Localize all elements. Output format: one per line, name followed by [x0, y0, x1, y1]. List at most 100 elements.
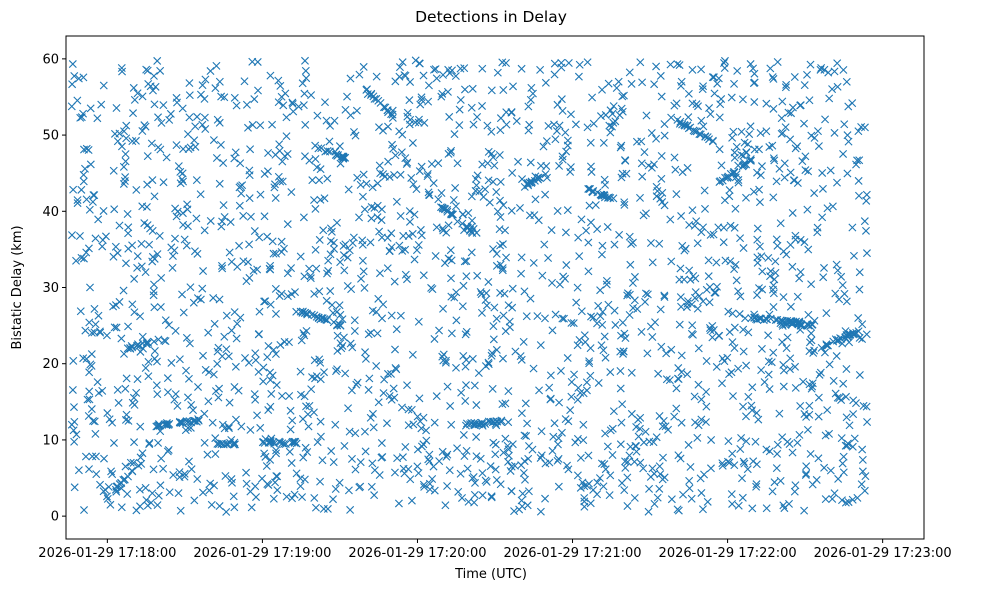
- detection-point: [675, 119, 684, 128]
- detection-point: [406, 475, 415, 484]
- detection-point: [73, 199, 82, 208]
- detection-point: [398, 58, 407, 67]
- detection-point: [324, 266, 333, 275]
- detection-point: [384, 157, 393, 166]
- detection-point: [646, 239, 655, 247]
- detection-point: [814, 393, 823, 402]
- detection-point: [340, 266, 349, 275]
- detection-point: [471, 174, 480, 183]
- detection-point: [770, 156, 779, 165]
- detection-point: [179, 220, 188, 229]
- detection-point: [458, 302, 467, 311]
- detection-point: [642, 111, 651, 120]
- detection-point: [531, 195, 540, 204]
- detection-point: [405, 207, 414, 216]
- detection-point: [593, 319, 602, 328]
- detection-point: [526, 95, 535, 104]
- detection-point: [616, 143, 625, 152]
- detection-point: [489, 335, 498, 344]
- detection-point: [588, 93, 597, 102]
- detection-point: [356, 458, 365, 467]
- detection-point: [756, 171, 765, 180]
- detection-point: [620, 200, 629, 209]
- detection-point: [207, 500, 216, 509]
- detection-point: [622, 169, 631, 178]
- detection-point: [834, 474, 843, 483]
- detection-point: [269, 494, 278, 503]
- detection-point: [644, 507, 653, 516]
- detection-point: [307, 91, 316, 100]
- detection-point: [472, 452, 481, 461]
- detection-point: [157, 273, 166, 282]
- detection-point: [699, 297, 708, 306]
- detection-point: [451, 72, 460, 81]
- detection-point: [462, 419, 471, 428]
- detection-point: [725, 186, 734, 195]
- detection-point: [104, 482, 113, 491]
- detection-point: [145, 440, 154, 449]
- detection-point: [316, 417, 325, 426]
- detection-point: [805, 96, 814, 105]
- detection-point: [303, 448, 312, 456]
- detection-point: [250, 227, 259, 236]
- detection-point: [861, 226, 870, 235]
- detection-point: [697, 395, 706, 404]
- detection-point: [554, 454, 563, 463]
- detection-point: [801, 471, 810, 480]
- x-tick-label: 2026-01-29 17:21:00: [503, 546, 641, 561]
- detection-point: [113, 385, 122, 394]
- detection-point: [81, 164, 89, 173]
- detection-point: [119, 286, 128, 295]
- detection-point: [567, 318, 576, 327]
- detection-point: [315, 176, 324, 185]
- detection-point: [598, 307, 607, 316]
- detection-point: [821, 495, 830, 504]
- detection-point: [517, 409, 526, 418]
- detection-point: [429, 179, 438, 188]
- detection-point: [232, 334, 241, 343]
- detection-point: [237, 189, 246, 198]
- detection-point: [344, 185, 353, 194]
- detection-point: [336, 310, 345, 319]
- detection-point: [190, 496, 199, 505]
- detection-point: [141, 122, 150, 131]
- detection-point: [315, 287, 324, 296]
- detection-point: [225, 248, 234, 257]
- detection-point: [549, 432, 558, 441]
- detection-point: [123, 210, 132, 218]
- y-tick-label: 50: [42, 129, 59, 144]
- detection-point: [336, 258, 345, 267]
- detection-point: [545, 458, 554, 467]
- detection-point: [765, 447, 774, 456]
- detection-point: [491, 419, 500, 428]
- detection-point: [287, 264, 296, 273]
- detection-point: [366, 413, 375, 422]
- detection-point: [139, 344, 147, 353]
- detection-point: [187, 465, 196, 474]
- detection-point: [693, 433, 702, 442]
- detection-point: [541, 78, 550, 87]
- detection-point: [806, 449, 815, 458]
- detection-point: [443, 482, 452, 490]
- detection-point: [85, 465, 94, 474]
- detection-point: [818, 168, 827, 177]
- detection-point: [683, 297, 692, 306]
- detection-point: [337, 152, 346, 161]
- detection-point: [680, 121, 689, 130]
- detection-point: [621, 457, 630, 466]
- detection-point: [406, 77, 415, 86]
- detection-point: [143, 152, 152, 161]
- detection-point: [432, 74, 441, 83]
- detection-point: [70, 72, 79, 80]
- detection-point: [788, 320, 797, 329]
- detection-point: [747, 314, 756, 323]
- detection-point: [365, 374, 374, 383]
- detection-point: [110, 129, 119, 138]
- detection-point: [242, 277, 251, 286]
- detection-point: [283, 269, 292, 278]
- detection-point: [77, 113, 86, 122]
- detection-point: [434, 159, 443, 168]
- detection-point: [130, 438, 139, 447]
- detection-point: [478, 64, 487, 73]
- detection-point: [199, 351, 207, 360]
